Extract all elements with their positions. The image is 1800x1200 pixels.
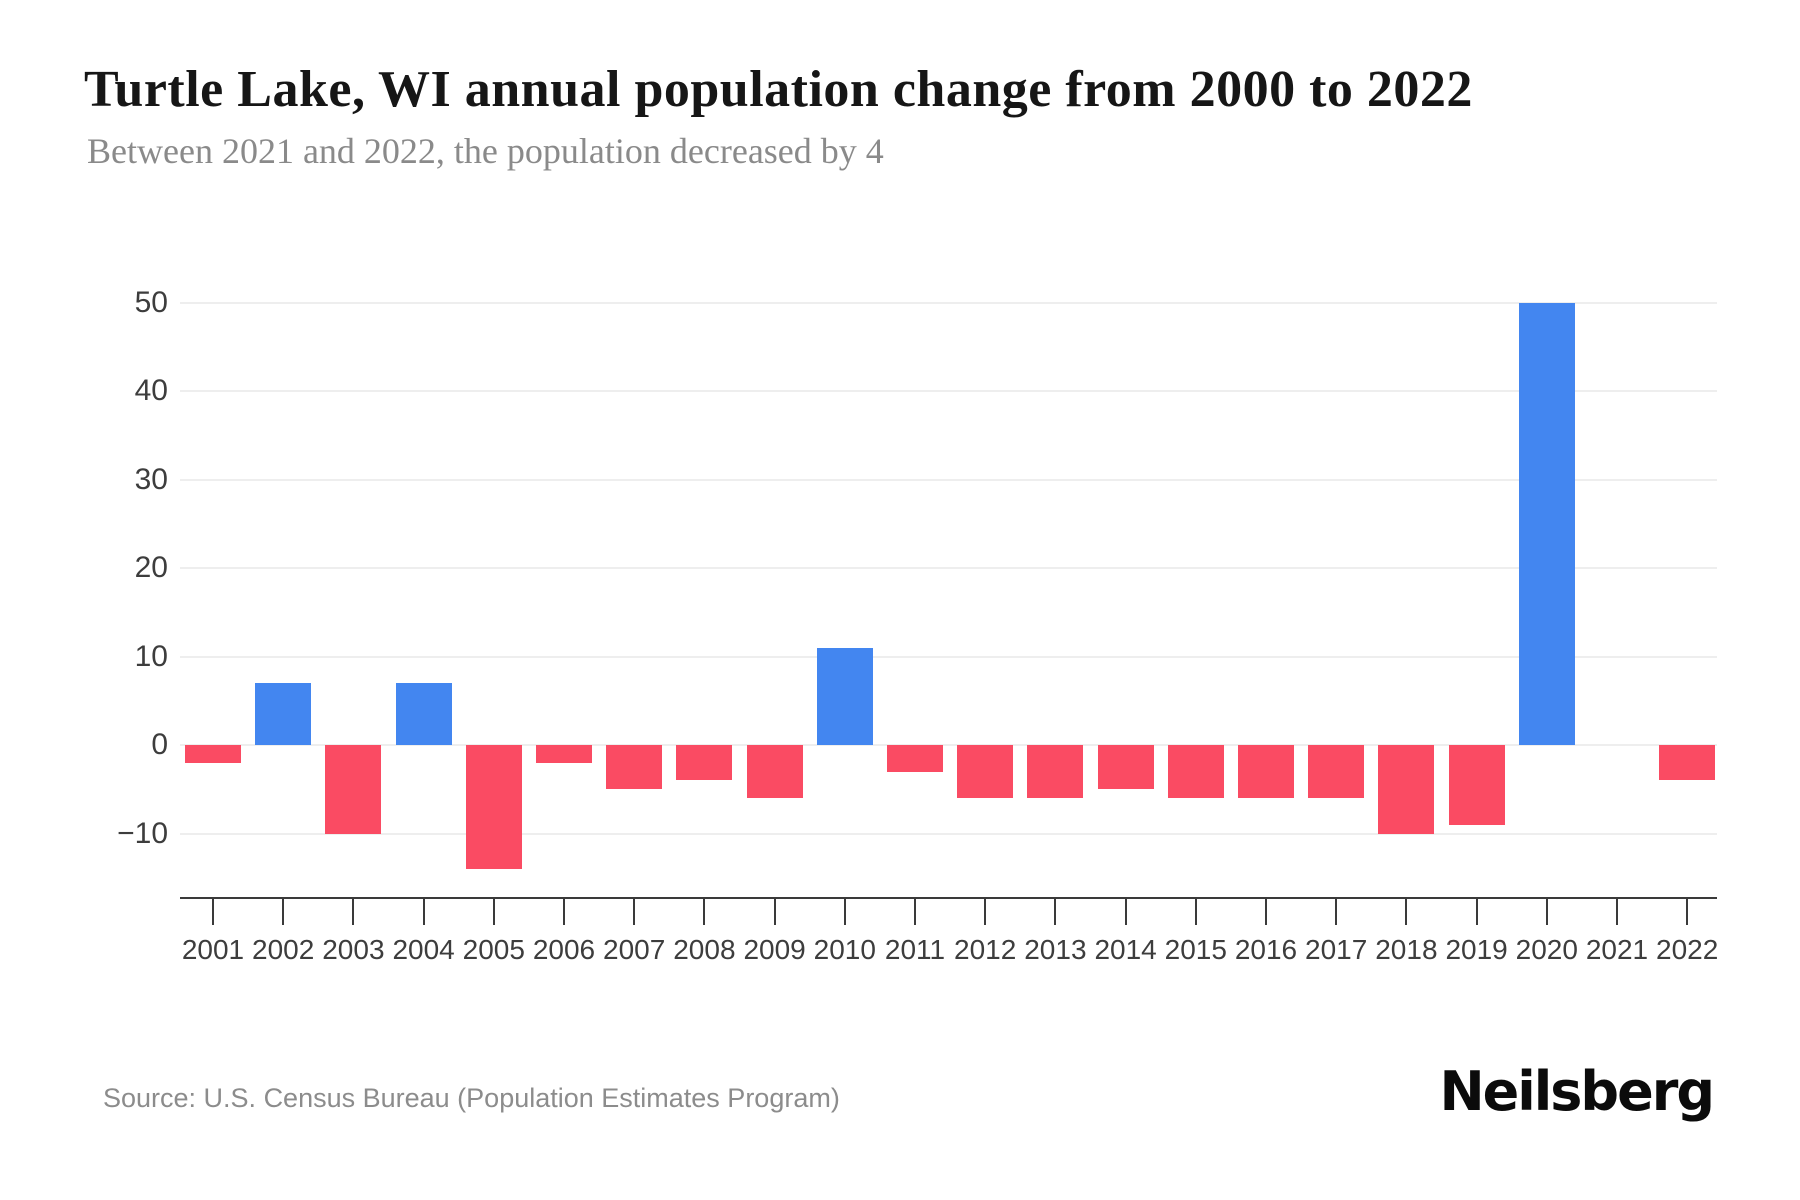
x-axis-label-2006: 2006 — [532, 934, 596, 965]
bar-2013[interactable] — [1027, 745, 1084, 799]
x-axis-tick-2001 — [212, 899, 214, 925]
y-axis-tick-label: 10 — [134, 639, 168, 673]
x-axis-tick-2007 — [633, 899, 636, 925]
gridline-y-30 — [180, 478, 1717, 481]
y-axis-tick-label: −10 — [117, 816, 168, 850]
x-axis-tick-2013 — [1054, 899, 1057, 925]
bar-2008[interactable] — [676, 745, 733, 781]
bar-2007[interactable] — [606, 745, 663, 790]
source-text: Source: U.S. Census Bureau (Population E… — [103, 1083, 840, 1113]
bar-2014[interactable] — [1097, 745, 1154, 790]
x-axis-tick-2005 — [492, 899, 495, 925]
bar-2017[interactable] — [1308, 745, 1365, 799]
x-axis-tick-2020 — [1545, 899, 1548, 925]
bar-2016[interactable] — [1238, 745, 1294, 799]
bar-2002[interactable] — [255, 683, 312, 745]
x-axis-tick-2003 — [352, 899, 355, 925]
x-axis-label-2013: 2013 — [1024, 934, 1087, 965]
y-axis-tick-label: 40 — [134, 374, 168, 407]
bar-2004[interactable] — [395, 683, 452, 745]
x-axis-label-2008: 2008 — [673, 934, 736, 965]
x-axis-tick-2006 — [563, 899, 565, 925]
gridline-y--10 — [180, 832, 1717, 835]
x-axis-tick-2008 — [703, 899, 706, 925]
x-axis-label-2022: 2022 — [1656, 934, 1719, 965]
x-axis-label-2012: 2012 — [954, 934, 1017, 965]
x-axis-label-2018: 2018 — [1375, 934, 1438, 965]
bar-2018[interactable] — [1378, 745, 1435, 834]
y-axis-tick-label: 50 — [134, 285, 168, 319]
y-axis-tick-label: 20 — [134, 551, 168, 584]
gridline-y-20 — [180, 567, 1717, 569]
bar-2022[interactable] — [1659, 745, 1716, 781]
x-axis-label-2014: 2014 — [1094, 934, 1157, 965]
x-axis-line — [180, 897, 1717, 899]
bar-2005[interactable] — [465, 745, 522, 869]
x-axis-label-2010: 2010 — [813, 934, 876, 965]
bar-2003[interactable] — [325, 745, 382, 834]
x-axis-label-2002: 2002 — [252, 934, 315, 965]
x-axis-label-2005: 2005 — [462, 934, 525, 965]
x-axis-label-2001: 2001 — [181, 934, 245, 965]
gridline-y-0 — [180, 744, 1717, 746]
y-axis-tick-label: 0 — [151, 728, 168, 761]
x-axis-tick-2016 — [1265, 899, 1267, 925]
x-axis-label-2016: 2016 — [1234, 934, 1298, 965]
bar-2012[interactable] — [957, 745, 1014, 799]
y-axis-tick-label: 30 — [134, 462, 168, 496]
x-axis-tick-2011 — [914, 899, 916, 925]
bar-2009[interactable] — [746, 745, 803, 799]
x-axis-label-2009: 2009 — [743, 934, 806, 965]
page-title: Turtle Lake, WI annual population change… — [84, 61, 1473, 118]
brand-logo: Neilsberg — [1439, 1060, 1715, 1123]
gridline-y-40 — [180, 390, 1717, 392]
bar-2019[interactable] — [1448, 745, 1505, 825]
gridline-y-50 — [180, 301, 1717, 304]
bar-2011[interactable] — [887, 745, 943, 772]
bar-2001[interactable] — [185, 745, 241, 763]
x-axis-label-2007: 2007 — [603, 934, 666, 965]
x-axis-tick-2022 — [1686, 899, 1689, 925]
x-axis-label-2003: 2003 — [322, 934, 385, 965]
page-subtitle: Between 2021 and 2022, the population de… — [87, 131, 884, 171]
x-axis-tick-2018 — [1405, 899, 1408, 925]
x-axis-label-2004: 2004 — [392, 934, 455, 965]
x-axis-tick-2019 — [1475, 899, 1478, 925]
x-axis-label-2019: 2019 — [1445, 934, 1508, 965]
bar-2006[interactable] — [536, 745, 592, 763]
x-axis-tick-2014 — [1124, 899, 1127, 925]
x-axis-label-2015: 2015 — [1164, 934, 1227, 965]
x-axis-label-2020: 2020 — [1515, 934, 1578, 965]
x-axis-tick-2017 — [1335, 899, 1338, 925]
bar-2020[interactable] — [1518, 302, 1575, 745]
x-axis-tick-2009 — [773, 899, 776, 925]
bar-2010[interactable] — [816, 647, 873, 745]
x-axis-tick-2010 — [843, 899, 846, 925]
x-axis-label-2021: 2021 — [1585, 934, 1649, 965]
x-axis-tick-2002 — [282, 899, 285, 925]
x-axis-label-2011: 2011 — [884, 934, 946, 965]
x-axis-tick-2021 — [1616, 899, 1618, 925]
gridline-y-10 — [180, 655, 1717, 658]
bar-2015[interactable] — [1167, 745, 1224, 799]
x-axis-tick-2012 — [984, 899, 987, 925]
x-axis-label-2017: 2017 — [1305, 934, 1368, 965]
x-axis-tick-2004 — [422, 899, 425, 925]
x-axis-tick-2015 — [1194, 899, 1197, 925]
